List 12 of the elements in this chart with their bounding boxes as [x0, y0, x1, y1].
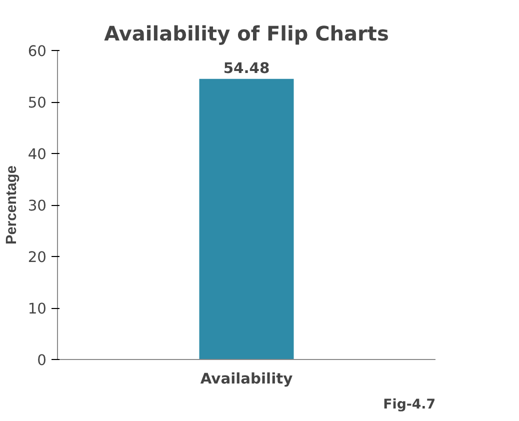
y-axis-title: Percentage: [4, 165, 20, 245]
y-tick-label: 10: [28, 300, 47, 318]
y-tick-label: 60: [28, 43, 47, 60]
text: Fig-4.7: [383, 398, 436, 412]
y-tick-label: 0: [37, 352, 47, 369]
chart-title: Availability of Flip Charts: [104, 22, 389, 46]
y-tick-label: 20: [28, 249, 47, 266]
x-tick-label: Availability: [200, 370, 294, 388]
y-tick-label: 40: [28, 146, 47, 163]
data-label: 54.48: [223, 60, 270, 77]
y-tick-label: 50: [28, 94, 47, 112]
y-tick-label: 30: [28, 198, 47, 214]
